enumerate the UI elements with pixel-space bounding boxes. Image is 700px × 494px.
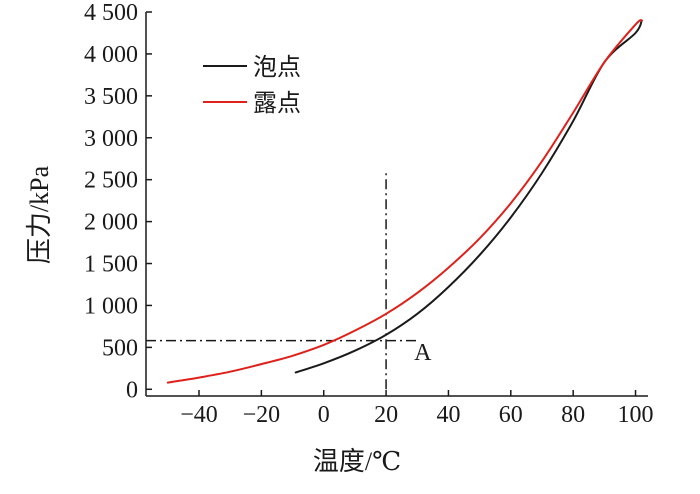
y-tick-label: 0 bbox=[126, 377, 138, 403]
y-axis-label: 压力/kPa bbox=[25, 165, 54, 264]
x-tick-label: −40 bbox=[180, 402, 218, 428]
legend-label-dew-point: 露点 bbox=[253, 90, 301, 117]
x-tick-label: 20 bbox=[374, 402, 398, 428]
x-axis-label: 温度/℃ bbox=[313, 447, 401, 476]
x-tick-label: 80 bbox=[561, 402, 585, 428]
y-tick-label: 1 000 bbox=[84, 293, 138, 319]
y-tick-label: 2 000 bbox=[84, 210, 138, 236]
reference-lines bbox=[146, 171, 418, 390]
dew-point-curve bbox=[166, 19, 643, 384]
y-tick-label: 3 500 bbox=[84, 84, 138, 110]
y-tick-label: 4 000 bbox=[84, 42, 138, 68]
y-tick-label: 4 500 bbox=[84, 0, 138, 26]
x-tick-label: 0 bbox=[318, 402, 330, 428]
axes: 0 500 1 000 1 500 2 000 2 500 3 000 3 500 4 000 4… bbox=[84, 0, 654, 428]
x-tick-label: 100 bbox=[618, 402, 654, 428]
bubble-point-curve bbox=[294, 19, 643, 374]
legend: 泡点 露点 bbox=[203, 54, 301, 117]
y-tick-label: 2 500 bbox=[84, 168, 138, 194]
y-tick-label: 3 000 bbox=[84, 126, 138, 152]
y-tick-label: 500 bbox=[102, 335, 138, 361]
x-tick-label: −20 bbox=[243, 402, 281, 428]
series-group bbox=[166, 19, 643, 384]
annotation-point-a: A bbox=[414, 340, 432, 366]
legend-label-bubble-point: 泡点 bbox=[253, 54, 301, 81]
y-tick-label: 1 500 bbox=[84, 252, 138, 278]
x-tick-label: 40 bbox=[436, 402, 460, 428]
x-tick-label: 60 bbox=[499, 402, 523, 428]
